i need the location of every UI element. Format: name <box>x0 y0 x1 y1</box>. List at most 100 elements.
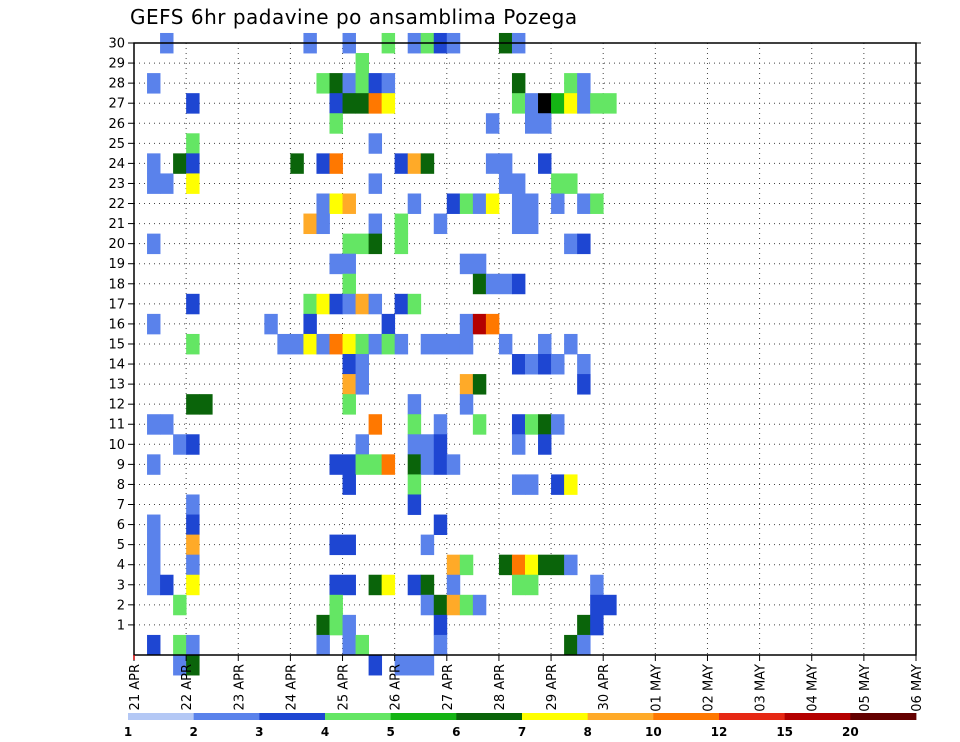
heatmap-cell <box>160 173 174 194</box>
heatmap-cell <box>329 73 343 94</box>
x-tick-label: 24 APR <box>284 664 299 710</box>
heatmap-cell <box>525 574 539 596</box>
heatmap-cell <box>342 634 356 656</box>
heatmap-cell <box>381 333 396 355</box>
heatmap-cell <box>511 193 526 214</box>
heatmap-cell <box>329 574 343 596</box>
heatmap-cell <box>186 554 200 576</box>
heatmap-cell <box>329 93 343 114</box>
heatmap-cell <box>433 634 448 656</box>
heatmap-cell <box>525 354 539 375</box>
heatmap-cell <box>316 634 330 656</box>
heatmap-cell <box>407 574 422 596</box>
heatmap-cell <box>368 73 383 94</box>
heatmap-cell <box>316 73 330 94</box>
heatmap-cell <box>147 554 161 576</box>
heatmap-cell <box>199 394 213 415</box>
heatmap-cell <box>485 113 500 134</box>
heatmap-cell <box>564 93 578 114</box>
heatmap-cell <box>173 153 187 174</box>
heatmap-cell <box>303 313 317 335</box>
heatmap-cell <box>342 534 356 556</box>
x-tick-label: 25 APR <box>337 664 352 710</box>
heatmap-cell <box>603 594 617 616</box>
heatmap-cell <box>368 414 383 435</box>
y-tick-label: 26 <box>108 117 125 132</box>
heatmap-cell <box>355 634 369 656</box>
y-tick-label: 7 <box>117 498 125 513</box>
legend-label: 5 <box>386 725 394 739</box>
heatmap-cell <box>511 213 526 235</box>
heatmap-cell <box>186 434 200 455</box>
y-tick-label: 20 <box>108 237 125 252</box>
legend-label: 12 <box>711 725 728 739</box>
heatmap-cell <box>407 394 422 415</box>
heatmap-cell <box>368 233 383 255</box>
legend-swatch <box>325 713 392 720</box>
heatmap-cell <box>368 93 383 114</box>
heatmap-cell <box>459 594 474 616</box>
heatmap-cell <box>316 614 330 636</box>
x-tick-label: 26 APR <box>389 664 404 710</box>
heatmap-cell <box>290 153 304 174</box>
heatmap-cell <box>290 333 304 355</box>
heatmap-cell <box>511 414 526 435</box>
heatmap-cell <box>433 514 448 536</box>
y-tick-label: 6 <box>117 518 125 533</box>
heatmap-cell <box>316 213 330 235</box>
heatmap-cell <box>303 333 317 355</box>
heatmap-cell <box>590 93 604 114</box>
heatmap-cell <box>472 414 487 435</box>
heatmap-cell <box>355 374 369 395</box>
heatmap-cell <box>433 434 448 455</box>
heatmap-cell <box>551 474 565 495</box>
heatmap-cell <box>577 73 591 94</box>
heatmap-cell <box>264 313 278 335</box>
heatmap-cell <box>147 173 161 194</box>
heatmap-cell <box>394 213 409 235</box>
heatmap-cell <box>407 434 422 455</box>
legend-swatch <box>193 713 260 720</box>
legend-swatch <box>653 713 720 720</box>
heatmap-cell <box>433 454 448 475</box>
y-tick-label: 25 <box>108 137 125 152</box>
heatmap-cell <box>564 554 578 576</box>
heatmap-cell <box>329 193 343 214</box>
heatmap-cell <box>342 454 356 475</box>
heatmap-cell <box>368 133 383 154</box>
heatmap-cell <box>590 193 604 214</box>
heatmap-cell <box>485 313 500 335</box>
heatmap-cell <box>577 374 591 395</box>
legend-label: 3 <box>255 725 263 739</box>
legend-label: 4 <box>321 725 329 739</box>
heatmap-cell <box>381 73 396 94</box>
heatmap-cell <box>577 634 591 656</box>
heatmap-cell <box>525 213 539 235</box>
heatmap-cell <box>407 293 422 315</box>
heatmap-cell <box>538 113 552 134</box>
heatmap-cell <box>459 313 474 335</box>
y-tick-label: 18 <box>108 277 125 292</box>
heatmap-cell <box>551 554 565 576</box>
legend-label: 1 <box>124 725 132 739</box>
heatmap-cell <box>525 113 539 134</box>
heatmap-cell <box>147 574 161 596</box>
heatmap-cell <box>577 354 591 375</box>
heatmap-cell <box>186 133 200 154</box>
heatmap-cell <box>316 153 330 174</box>
heatmap-cell <box>472 313 487 335</box>
heatmap-cell <box>368 173 383 194</box>
heatmap-cell <box>590 614 604 636</box>
heatmap-cell <box>564 173 578 194</box>
heatmap-cell <box>147 414 161 435</box>
legend-swatch <box>128 713 195 720</box>
heatmap-cell <box>407 474 422 495</box>
heatmap-cell <box>407 494 422 515</box>
heatmap-cell <box>329 153 343 174</box>
heatmap-cell <box>147 313 161 335</box>
heatmap-cell <box>485 193 500 214</box>
heatmap-cell <box>420 333 435 355</box>
x-tick-label: 30 APR <box>597 664 612 710</box>
heatmap-cell <box>525 93 539 114</box>
